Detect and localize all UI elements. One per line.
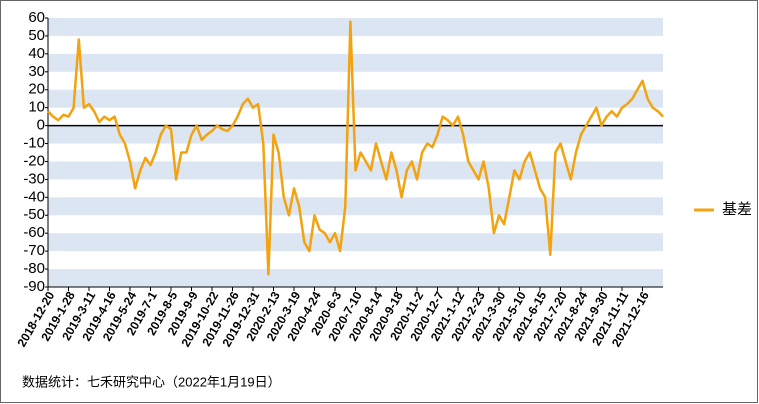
y-tick-label: -40 — [23, 188, 45, 205]
grid-band — [48, 233, 663, 252]
y-tick-label: -20 — [23, 152, 45, 169]
line-series — [47, 20, 664, 276]
y-tick-label: 30 — [28, 63, 45, 80]
y-tick-label: 10 — [28, 99, 45, 116]
source-note: 数据统计：七禾研究中心（2022年1月19日） — [22, 374, 281, 389]
y-tick-label: -70 — [23, 242, 45, 259]
y-tick-label: 50 — [28, 27, 45, 44]
grid-band — [48, 197, 663, 216]
grid-band — [48, 18, 663, 36]
y-tick-label: 60 — [28, 9, 45, 26]
grid-band — [48, 89, 663, 108]
y-tick-label: -90 — [23, 278, 45, 295]
y-tick-label: -50 — [23, 206, 45, 223]
y-tick-label: -60 — [23, 224, 45, 241]
y-tick-label: -30 — [23, 170, 45, 187]
y-tick-label: 20 — [28, 81, 45, 98]
y-tick-label: -80 — [23, 260, 45, 277]
legend-label: 基差 — [722, 201, 752, 218]
grid-band — [48, 53, 663, 72]
y-tick-label: 0 — [37, 117, 45, 134]
grid-band — [48, 269, 663, 287]
y-tick-label: 40 — [28, 45, 45, 62]
y-tick-label: -10 — [23, 135, 45, 152]
